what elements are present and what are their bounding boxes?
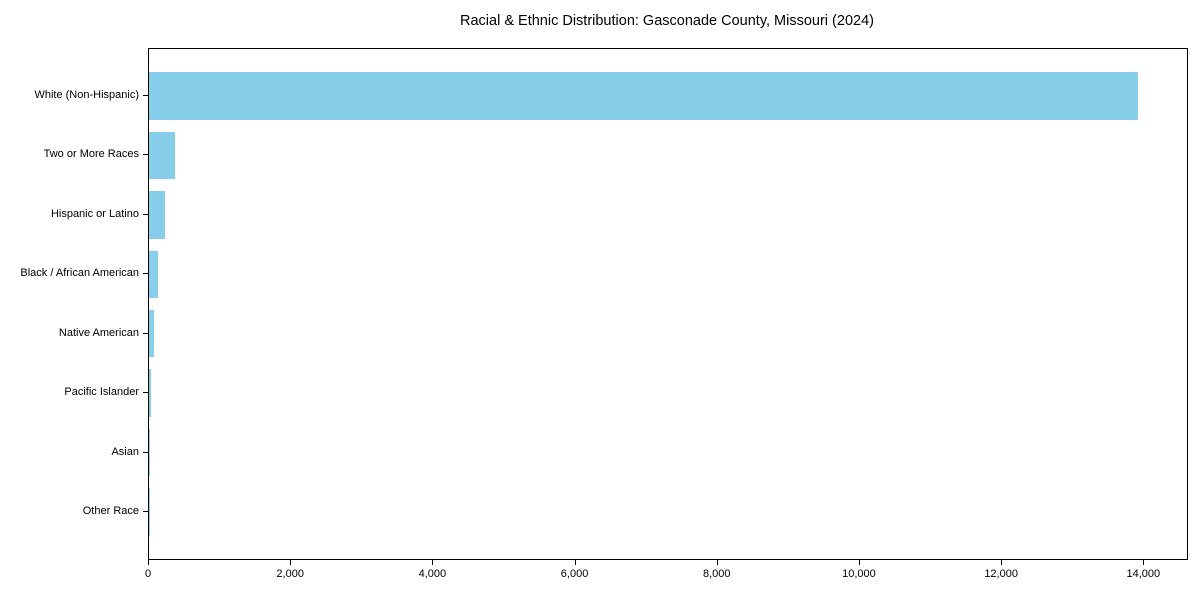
plot-area [148,48,1188,560]
y-tick-label: Other Race [82,505,139,518]
bar-two-or-more-races [149,131,176,180]
y-tick-mark [143,273,148,275]
bar-pacific-islander [149,369,152,417]
chart-title: Racial & Ethnic Distribution: Gasconade … [460,13,874,29]
x-tick-label: 8,000 [703,568,731,580]
x-tick-label: 14,000 [1126,568,1161,580]
y-tick-mark [143,392,148,394]
y-tick-label: Two or More Races [43,148,139,161]
bar-asian [149,428,151,477]
x-tick-mark [574,560,576,565]
y-tick-label: White (Non-Hispanic) [34,88,139,101]
x-tick-label: 0 [144,568,152,580]
x-tick-mark [716,560,718,565]
x-tick-mark [1143,560,1145,565]
y-tick-label: Hispanic or Latino [50,207,139,220]
bar-white-non-hispanic [149,72,1138,120]
x-tick-mark [858,560,860,565]
x-tick-mark [1001,560,1003,565]
x-tick-mark [148,560,149,565]
x-tick-label: 4,000 [418,568,447,580]
y-tick-mark [143,451,148,453]
y-tick-label: Native American [58,326,139,339]
x-tick-label: 2,000 [276,568,304,580]
y-tick-label: Pacific Islander [64,386,139,399]
y-tick-mark [143,511,148,513]
bar-hispanic-or-latino [149,191,166,239]
y-tick-label: Asian [111,445,139,458]
x-tick-label: 6,000 [560,568,589,580]
x-tick-label: 12,000 [984,568,1018,580]
y-tick-mark [143,94,148,96]
y-tick-mark [143,332,148,334]
bar-black-african-american [149,250,158,299]
x-tick-label: 10,000 [842,568,876,580]
x-tick-mark [432,560,434,565]
y-tick-mark [143,213,148,215]
x-tick-mark [290,560,292,565]
y-tick-mark [143,154,148,156]
y-tick-label: Black / African American [20,267,139,280]
bar-native-american [149,309,154,358]
